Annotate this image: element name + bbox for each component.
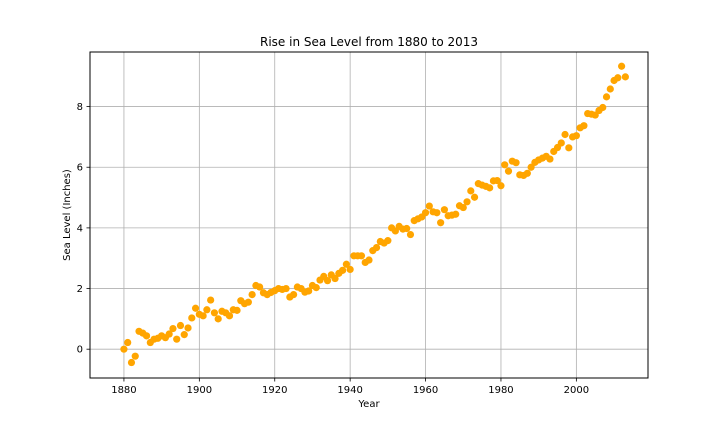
data-point bbox=[501, 161, 509, 169]
data-point bbox=[406, 230, 415, 239]
data-point bbox=[225, 312, 234, 320]
x-tick-label: 1960 bbox=[413, 385, 438, 396]
data-point bbox=[504, 167, 513, 175]
data-point bbox=[203, 306, 211, 314]
data-point bbox=[463, 198, 471, 206]
x-tick-label: 2000 bbox=[564, 385, 589, 396]
data-point bbox=[131, 352, 139, 360]
data-point bbox=[365, 256, 373, 264]
data-point bbox=[289, 291, 298, 299]
data-point bbox=[233, 306, 241, 314]
data-point bbox=[207, 296, 215, 304]
data-point bbox=[440, 206, 449, 214]
x-tick-label: 1880 bbox=[111, 385, 136, 396]
data-point bbox=[470, 193, 479, 201]
data-point bbox=[437, 219, 445, 227]
data-point bbox=[459, 203, 467, 212]
data-point bbox=[527, 163, 535, 171]
data-point bbox=[142, 332, 151, 340]
data-point bbox=[546, 155, 554, 163]
data-point bbox=[602, 93, 611, 101]
data-point bbox=[357, 252, 366, 260]
data-point bbox=[572, 132, 580, 140]
plot-frame bbox=[89, 51, 649, 379]
data-point bbox=[127, 358, 136, 367]
y-tick-label: 6 bbox=[77, 163, 83, 174]
data-point bbox=[599, 103, 607, 112]
x-axis-label: Year bbox=[357, 399, 380, 410]
data-point bbox=[331, 274, 339, 283]
data-point bbox=[165, 330, 173, 338]
data-point bbox=[452, 210, 460, 218]
data-point bbox=[606, 85, 614, 93]
data-point bbox=[421, 209, 430, 217]
chart-title: Rise in Sea Level from 1880 to 2013 bbox=[260, 35, 478, 49]
data-point bbox=[372, 244, 381, 252]
data-point bbox=[188, 314, 196, 322]
data-point bbox=[621, 73, 629, 81]
data-point bbox=[433, 209, 441, 217]
data-point bbox=[565, 144, 573, 152]
y-tick-label: 8 bbox=[77, 102, 83, 113]
data-point bbox=[346, 265, 354, 274]
data-point bbox=[191, 304, 200, 312]
x-tick-label: 1920 bbox=[262, 385, 287, 396]
data-point bbox=[180, 331, 188, 339]
data-point bbox=[557, 139, 565, 147]
data-point bbox=[248, 291, 256, 299]
data-point bbox=[403, 224, 411, 233]
data-point bbox=[210, 309, 219, 317]
data-points bbox=[120, 62, 629, 367]
y-tick-label: 4 bbox=[77, 223, 83, 234]
data-point bbox=[497, 182, 505, 190]
data-point bbox=[493, 176, 501, 185]
axis-ticks: 1880 1900 1920 1940 1960 1980 2000 0 2 4 6 8 bbox=[77, 102, 589, 396]
data-point bbox=[512, 159, 520, 167]
data-point bbox=[339, 266, 347, 274]
data-point bbox=[580, 122, 588, 130]
data-point bbox=[120, 345, 128, 353]
data-point bbox=[173, 335, 181, 343]
data-point bbox=[169, 324, 177, 333]
data-point bbox=[199, 312, 207, 320]
data-point bbox=[561, 130, 569, 139]
data-point bbox=[614, 74, 622, 82]
data-point bbox=[618, 62, 626, 70]
data-point bbox=[523, 169, 531, 177]
data-point bbox=[342, 260, 350, 268]
data-point bbox=[312, 284, 320, 292]
y-axis-label: Sea Level (Inches) bbox=[62, 169, 73, 261]
x-tick-label: 1940 bbox=[337, 385, 362, 396]
data-point bbox=[256, 283, 264, 291]
data-point bbox=[305, 287, 313, 295]
x-tick-label: 1900 bbox=[187, 385, 212, 396]
data-point bbox=[384, 237, 392, 245]
data-point bbox=[282, 284, 290, 293]
data-point bbox=[244, 298, 252, 306]
data-point bbox=[184, 324, 192, 332]
data-point bbox=[323, 277, 332, 285]
data-point bbox=[467, 187, 475, 195]
y-tick-label: 0 bbox=[77, 345, 83, 356]
y-tick-label: 2 bbox=[77, 284, 83, 295]
data-point bbox=[214, 315, 222, 323]
data-point bbox=[425, 202, 433, 210]
x-tick-label: 1980 bbox=[488, 385, 513, 396]
data-point bbox=[486, 184, 494, 192]
data-point bbox=[176, 321, 185, 330]
data-point bbox=[124, 338, 132, 347]
